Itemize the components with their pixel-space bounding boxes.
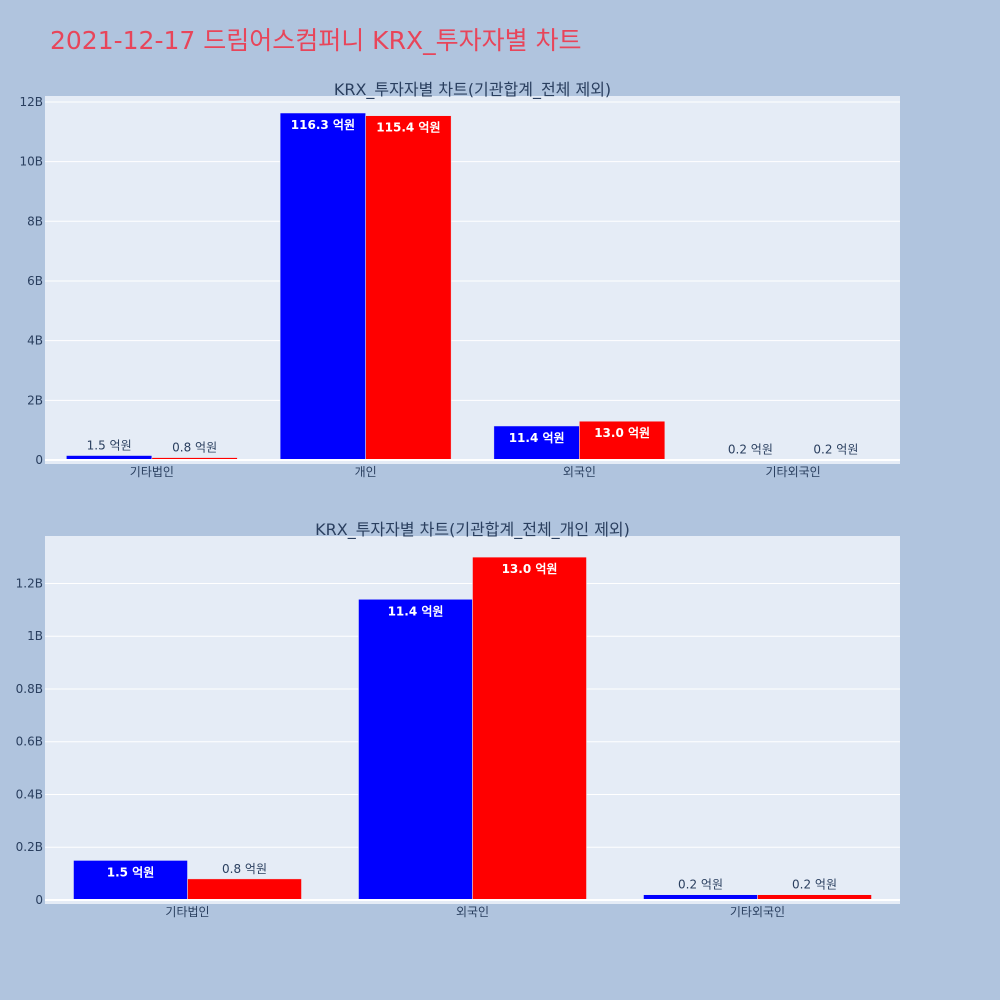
data-label: 11.4 억원 bbox=[388, 604, 444, 618]
data-label: 0.2 억원 bbox=[678, 878, 723, 892]
bar bbox=[358, 599, 473, 901]
chart-title: KRX_투자자별 차트(기관합계_전체 제외) bbox=[334, 80, 611, 100]
y-tick-label: 8B bbox=[27, 214, 43, 228]
data-label: 13.0 억원 bbox=[594, 426, 650, 440]
x-tick-label: 외국인 bbox=[563, 465, 596, 479]
y-tick-label: 2B bbox=[27, 393, 43, 407]
bar bbox=[472, 556, 587, 901]
y-tick-label: 10B bbox=[19, 155, 43, 169]
data-label: 115.4 억원 bbox=[376, 121, 440, 135]
plot-area bbox=[45, 96, 900, 464]
y-tick-label: 0 bbox=[35, 893, 43, 907]
y-tick-label: 0.6B bbox=[16, 735, 43, 749]
x-tick-label: 기타법인 bbox=[165, 905, 209, 919]
data-label: 0.2 억원 bbox=[728, 442, 773, 456]
y-tick-label: 12B bbox=[19, 95, 43, 109]
y-tick-label: 0.2B bbox=[16, 840, 43, 854]
y-tick-label: 4B bbox=[27, 334, 43, 348]
bar bbox=[73, 860, 188, 901]
y-tick-label: 1.2B bbox=[16, 576, 43, 590]
y-tick-label: 0 bbox=[35, 453, 43, 467]
x-tick-label: 기타외국인 bbox=[730, 905, 785, 919]
y-tick-label: 6B bbox=[27, 274, 43, 288]
figure-title: 2021-12-17 드림어스컴퍼니 KRX_투자자별 차트 bbox=[50, 26, 582, 55]
y-tick-label: 1B bbox=[27, 629, 43, 643]
x-tick-label: 기타법인 bbox=[130, 465, 174, 479]
data-label: 0.8 억원 bbox=[172, 441, 217, 455]
data-label: 1.5 억원 bbox=[87, 439, 132, 453]
data-label: 0.8 억원 bbox=[222, 862, 267, 876]
chart-panel-1: KRX_투자자별 차트(기관합계_전체 제외) 0 2B 4B 6B 8B 10B 12B 1.… bbox=[19, 80, 900, 479]
data-label: 13.0 억원 bbox=[502, 562, 558, 576]
data-label: 1.5 억원 bbox=[107, 865, 155, 879]
bar bbox=[579, 420, 666, 461]
chart-title: KRX_투자자별 차트(기관합계_전체_개인 제외) bbox=[315, 520, 630, 540]
data-label: 0.2 억원 bbox=[792, 878, 837, 892]
bar bbox=[279, 112, 366, 461]
data-label: 116.3 억원 bbox=[291, 118, 355, 132]
x-tick-label: 개인 bbox=[355, 465, 377, 479]
bar bbox=[187, 878, 302, 901]
data-label: 0.2 억원 bbox=[813, 442, 858, 456]
x-tick-label: 외국인 bbox=[456, 905, 489, 919]
data-label: 11.4 억원 bbox=[509, 431, 565, 445]
x-tick-label: 기타외국인 bbox=[766, 465, 821, 479]
y-tick-label: 0.8B bbox=[16, 682, 43, 696]
chart-panel-2: KRX_투자자별 차트(기관합계_전체_개인 제외) 0 0.2B 0.4B 0.6B 0… bbox=[16, 520, 900, 919]
y-tick-label: 0.4B bbox=[16, 787, 43, 801]
bar bbox=[365, 115, 452, 461]
